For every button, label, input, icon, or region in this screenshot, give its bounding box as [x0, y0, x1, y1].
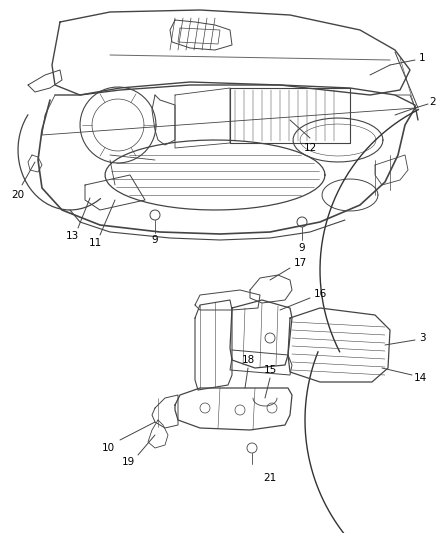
- Text: 9: 9: [152, 235, 158, 245]
- Text: 3: 3: [419, 333, 425, 343]
- Text: 11: 11: [88, 238, 102, 248]
- Text: 18: 18: [241, 355, 254, 365]
- Text: 15: 15: [263, 365, 277, 375]
- Text: 16: 16: [313, 289, 327, 299]
- Text: 12: 12: [304, 143, 317, 153]
- Text: 2: 2: [430, 97, 436, 107]
- Text: 1: 1: [419, 53, 425, 63]
- Text: 10: 10: [102, 443, 115, 453]
- Text: 21: 21: [263, 473, 277, 483]
- Text: 20: 20: [11, 190, 25, 200]
- Text: 17: 17: [293, 258, 307, 268]
- Text: 13: 13: [65, 231, 79, 241]
- Text: 9: 9: [299, 243, 305, 253]
- Text: 19: 19: [121, 457, 134, 467]
- Text: 14: 14: [413, 373, 427, 383]
